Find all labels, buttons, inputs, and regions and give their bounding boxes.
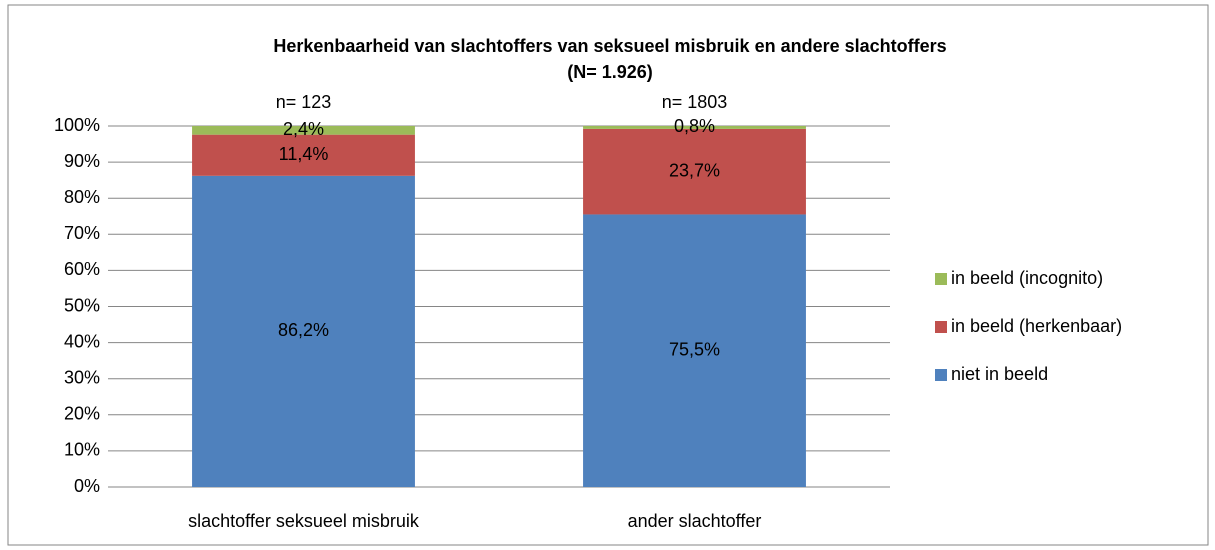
y-tick-label: 60% <box>64 259 100 279</box>
y-tick-label: 80% <box>64 187 100 207</box>
data-label: 0,8% <box>674 116 715 136</box>
x-tick-label: ander slachtoffer <box>628 511 762 531</box>
data-label: 86,2% <box>278 320 329 340</box>
legend-label: in beeld (incognito) <box>951 268 1103 288</box>
bar-segment <box>192 175 415 487</box>
bar-segment <box>583 128 806 215</box>
annotation: n= 123 <box>276 92 332 112</box>
bar-segment <box>583 214 806 487</box>
y-tick-label: 20% <box>64 404 100 424</box>
y-tick-label: 100% <box>54 115 100 135</box>
x-tick-label: slachtoffer seksueel misbruik <box>188 511 420 531</box>
y-tick-label: 0% <box>74 476 100 496</box>
annotation: n= 1803 <box>662 92 728 112</box>
bar-segment <box>583 126 806 129</box>
legend-swatch <box>935 369 947 381</box>
data-label: 23,7% <box>669 160 720 180</box>
legend-swatch <box>935 321 947 333</box>
legend-label: niet in beeld <box>951 364 1048 384</box>
data-label: 2,4% <box>283 119 324 139</box>
y-tick-label: 30% <box>64 367 100 387</box>
y-tick-label: 70% <box>64 223 100 243</box>
chart-title: Herkenbaarheid van slachtoffers van seks… <box>273 36 946 56</box>
y-tick-label: 90% <box>64 151 100 171</box>
bar-segment <box>192 134 415 176</box>
legend-swatch <box>935 273 947 285</box>
data-label: 75,5% <box>669 339 720 359</box>
chart-subtitle: (N= 1.926) <box>567 62 653 82</box>
bar-segment <box>192 126 415 135</box>
y-tick-label: 10% <box>64 440 100 460</box>
y-tick-label: 40% <box>64 331 100 351</box>
data-label: 11,4% <box>279 144 329 164</box>
y-tick-label: 50% <box>64 295 100 315</box>
legend-label: in beeld (herkenbaar) <box>951 316 1122 336</box>
